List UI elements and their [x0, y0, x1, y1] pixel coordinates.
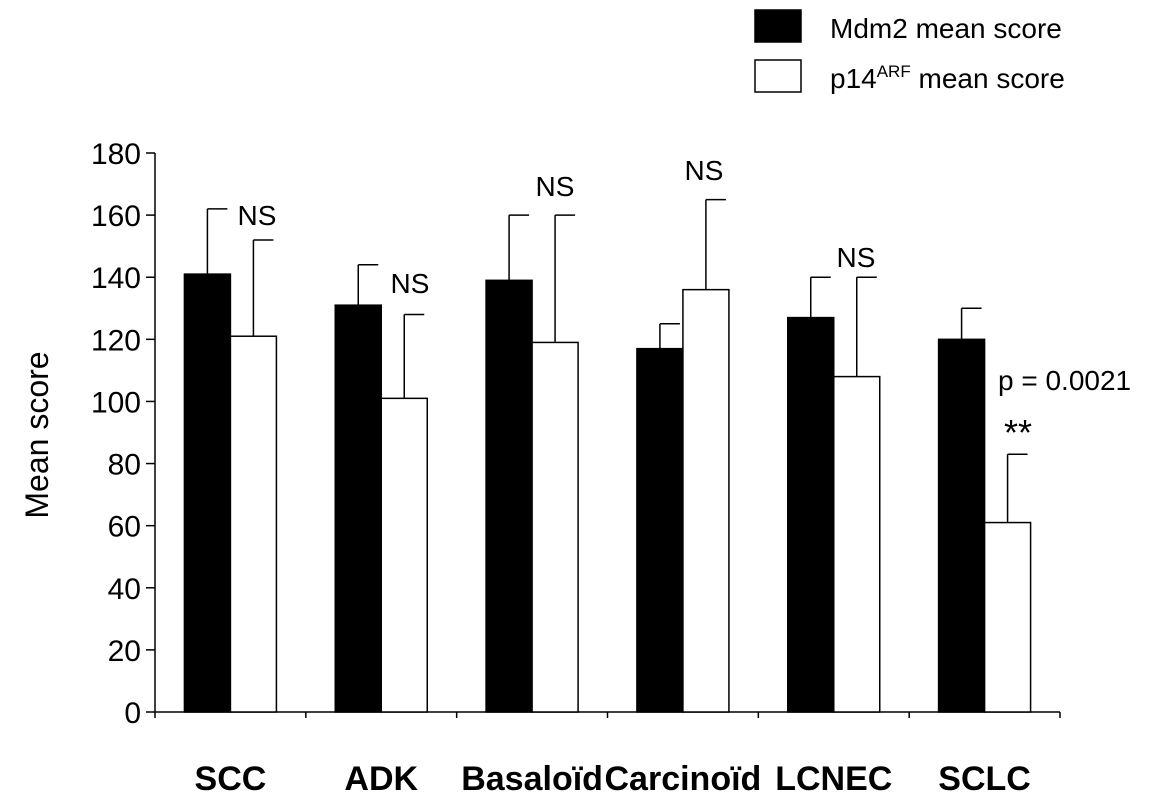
- annotation-ns-adk: NS: [391, 268, 430, 299]
- annotation-p-value-sclc: p = 0.0021: [998, 365, 1131, 396]
- x-tick-labels: SCC ADK Basaloïd Carcinoïd LCNEC SCLC: [195, 760, 1031, 798]
- y-tick-label: 0: [124, 697, 141, 730]
- annotations: NS NS NS NS NS p = 0.0021 **: [238, 155, 1132, 453]
- bar-mdm2-carcinoid: [636, 347, 684, 713]
- bar-p14arf-basaloid: [531, 341, 579, 713]
- bar-p14arf-carcinoid: [682, 288, 730, 713]
- y-tick-label: 120: [91, 324, 141, 357]
- bars: [183, 198, 1032, 713]
- x-tick-label-scc: SCC: [195, 760, 267, 798]
- legend-swatch-p14arf: [754, 59, 802, 93]
- y-tick-label: 80: [108, 449, 141, 482]
- y-tick-label: 140: [91, 262, 141, 295]
- bar-mdm2-lcnec: [787, 316, 835, 713]
- bar-mdm2-sclc: [937, 338, 986, 713]
- y-axis-label: Mean score: [19, 351, 55, 518]
- bar-mdm2-basaloid: [485, 279, 533, 713]
- bar-p14arf-sclc: [983, 521, 1032, 713]
- y-ticks: 0 20 40 60 80 100 120 140 160 180: [91, 138, 155, 730]
- y-tick-label: 100: [91, 386, 141, 419]
- x-tick-label-basaloid: Basaloïd: [461, 760, 603, 798]
- x-tick-label-carcinoid: Carcinoïd: [605, 760, 762, 798]
- bar-mdm2-scc: [183, 273, 232, 713]
- y-tick-label: 60: [108, 511, 141, 544]
- annotation-significance-stars-sclc: **: [1004, 412, 1032, 453]
- bar-p14arf-scc: [229, 335, 278, 713]
- bar-p14arf-adk: [380, 397, 428, 713]
- legend-swatch-mdm2: [754, 9, 802, 43]
- y-tick-label: 20: [108, 635, 141, 668]
- legend-label-mdm2: Mdm2 mean score: [830, 13, 1062, 44]
- x-tick-label-lcnec: LCNEC: [775, 760, 892, 798]
- x-ticks: [154, 712, 1061, 718]
- annotation-ns-carcinoid: NS: [685, 155, 724, 186]
- legend-label-p14arf: p14ARF mean score: [830, 62, 1065, 94]
- x-tick-label-sclc: SCLC: [938, 760, 1031, 798]
- bar-p14arf-lcnec: [833, 375, 881, 713]
- annotation-ns-scc: NS: [238, 200, 277, 231]
- y-tick-label: 160: [91, 200, 141, 233]
- bar-mdm2-adk: [334, 304, 382, 713]
- annotation-ns-lcnec: NS: [837, 242, 876, 273]
- y-tick-label: 180: [91, 138, 141, 171]
- annotation-ns-basaloid: NS: [536, 171, 575, 202]
- x-tick-label-adk: ADK: [344, 760, 418, 798]
- y-tick-label: 40: [108, 573, 141, 606]
- legend: Mdm2 mean score p14ARF mean score: [754, 9, 1065, 94]
